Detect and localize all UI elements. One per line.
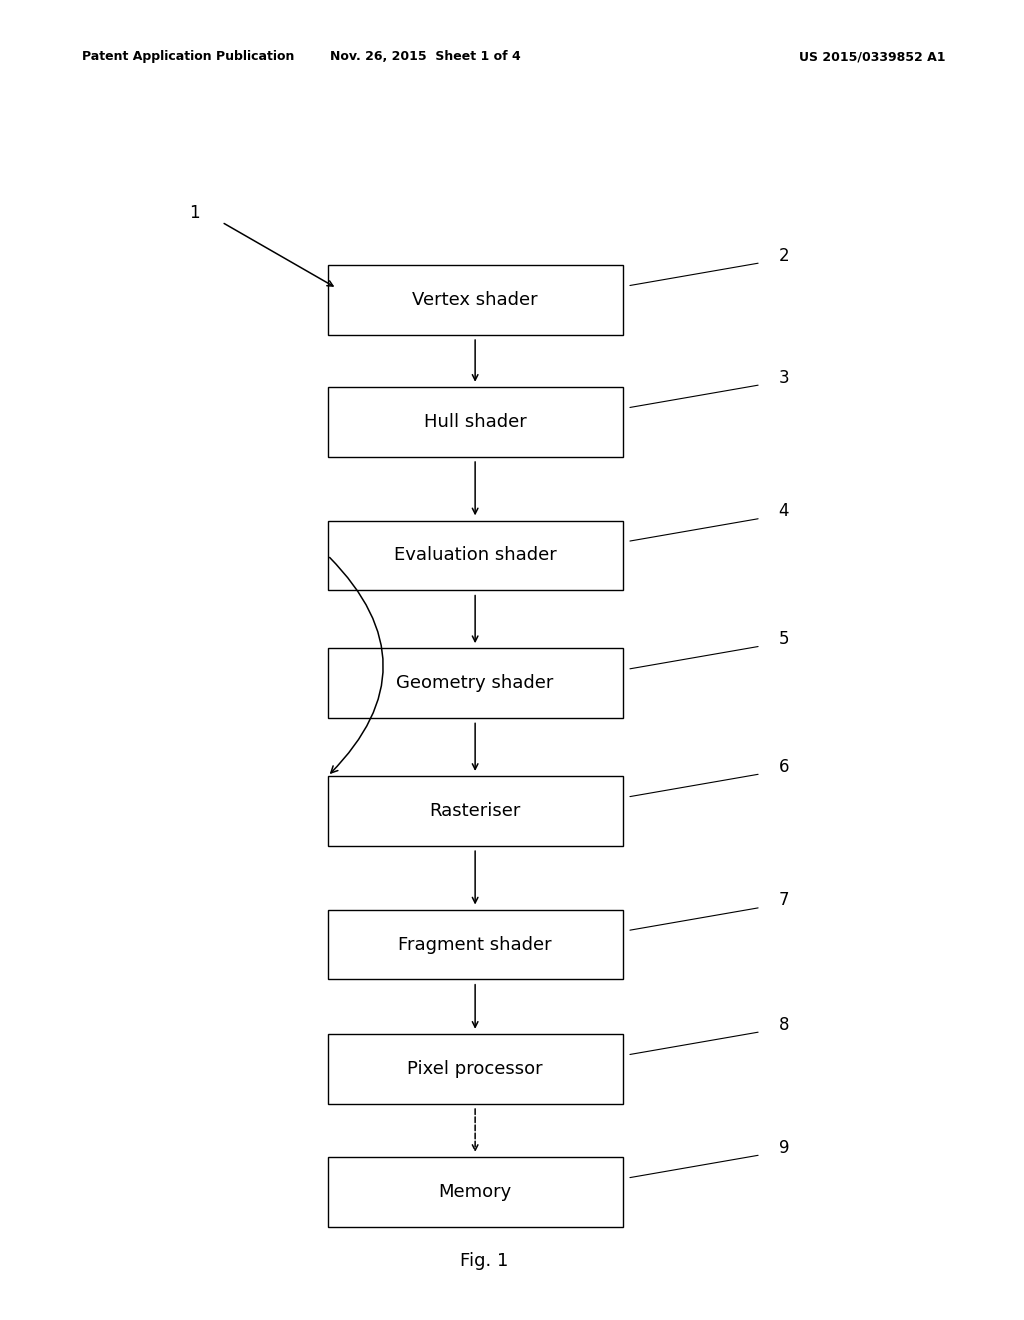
Text: 9: 9 — [778, 1139, 790, 1156]
Text: Fig. 1: Fig. 1 — [460, 1251, 509, 1270]
Text: Memory: Memory — [438, 1183, 512, 1201]
Text: Patent Application Publication: Patent Application Publication — [82, 50, 294, 63]
FancyBboxPatch shape — [328, 520, 623, 590]
FancyBboxPatch shape — [328, 776, 623, 846]
FancyBboxPatch shape — [328, 1158, 623, 1226]
Text: Evaluation shader: Evaluation shader — [394, 546, 556, 565]
FancyArrowPatch shape — [330, 557, 383, 774]
Text: Nov. 26, 2015  Sheet 1 of 4: Nov. 26, 2015 Sheet 1 of 4 — [330, 50, 520, 63]
FancyBboxPatch shape — [328, 265, 623, 335]
FancyBboxPatch shape — [328, 648, 623, 718]
Text: 1: 1 — [188, 203, 200, 222]
Text: 5: 5 — [778, 630, 790, 648]
FancyBboxPatch shape — [328, 909, 623, 979]
FancyBboxPatch shape — [328, 387, 623, 457]
Text: Rasteriser: Rasteriser — [429, 803, 521, 820]
Text: 3: 3 — [778, 368, 790, 387]
Text: 6: 6 — [778, 758, 790, 776]
Text: 2: 2 — [778, 247, 790, 265]
Text: 7: 7 — [778, 891, 790, 909]
Text: 8: 8 — [778, 1016, 790, 1034]
Text: Hull shader: Hull shader — [424, 413, 526, 430]
Text: Geometry shader: Geometry shader — [396, 675, 554, 692]
Text: 4: 4 — [778, 503, 790, 520]
Text: Pixel processor: Pixel processor — [408, 1060, 543, 1078]
Text: Fragment shader: Fragment shader — [398, 936, 552, 953]
FancyBboxPatch shape — [328, 1034, 623, 1104]
Text: US 2015/0339852 A1: US 2015/0339852 A1 — [799, 50, 945, 63]
Text: Vertex shader: Vertex shader — [413, 290, 538, 309]
